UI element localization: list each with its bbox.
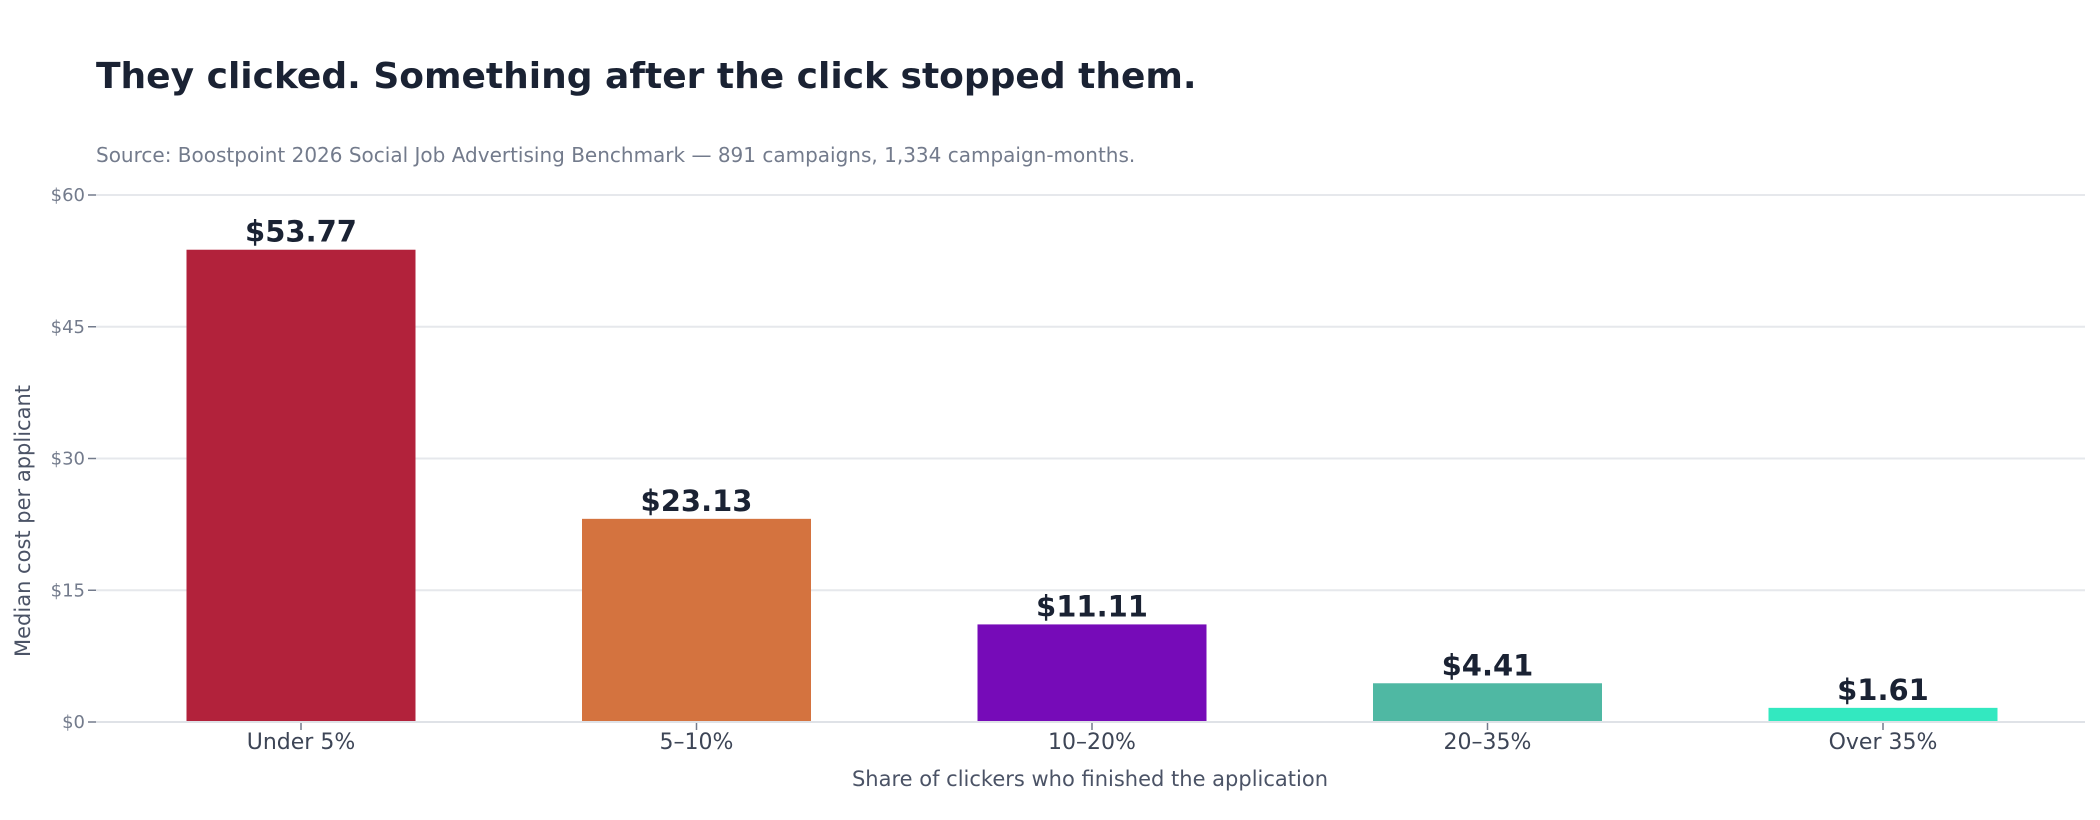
bar-value-label: $1.61 (1837, 673, 1929, 707)
chart-subtitle: Source: Boostpoint 2026 Social Job Adver… (96, 143, 1136, 167)
y-axis-label: Median cost per applicant (11, 385, 35, 657)
chart-title: They clicked. Something after the click … (96, 56, 1197, 97)
x-tick-label: 10–20% (1048, 730, 1136, 755)
bar-value-label: $4.41 (1442, 648, 1534, 682)
bar (1373, 683, 1602, 722)
bars (186, 249, 1998, 723)
bar-value-label: $11.11 (1036, 589, 1148, 623)
y-tick-label: $0 (62, 712, 85, 733)
x-axis-label: Share of clickers who finished the appli… (852, 767, 1328, 791)
x-axis: Under 5% 5–10% 10–20% 20–35% Over 35% (96, 721, 2085, 755)
bar-value-labels: $53.77 $23.13 $11.11 $4.41 $1.61 (245, 215, 1929, 707)
y-tick-label: $30 (51, 449, 85, 470)
x-tick-label: 20–35% (1444, 730, 1532, 755)
bar (186, 249, 416, 723)
y-axis: $0 $15 $30 $45 $60 (51, 185, 96, 733)
x-tick-label: Under 5% (247, 730, 356, 755)
y-tick-label: $15 (51, 580, 85, 601)
bar (977, 624, 1207, 722)
bar-value-label: $53.77 (245, 215, 357, 249)
y-tick-label: $45 (51, 317, 85, 338)
bar-value-label: $23.13 (641, 484, 753, 518)
x-tick-label: Over 35% (1829, 730, 1938, 755)
x-tick-label: 5–10% (660, 730, 734, 755)
bar (582, 518, 811, 722)
y-tick-label: $60 (51, 185, 85, 206)
bar (1768, 707, 1998, 722)
